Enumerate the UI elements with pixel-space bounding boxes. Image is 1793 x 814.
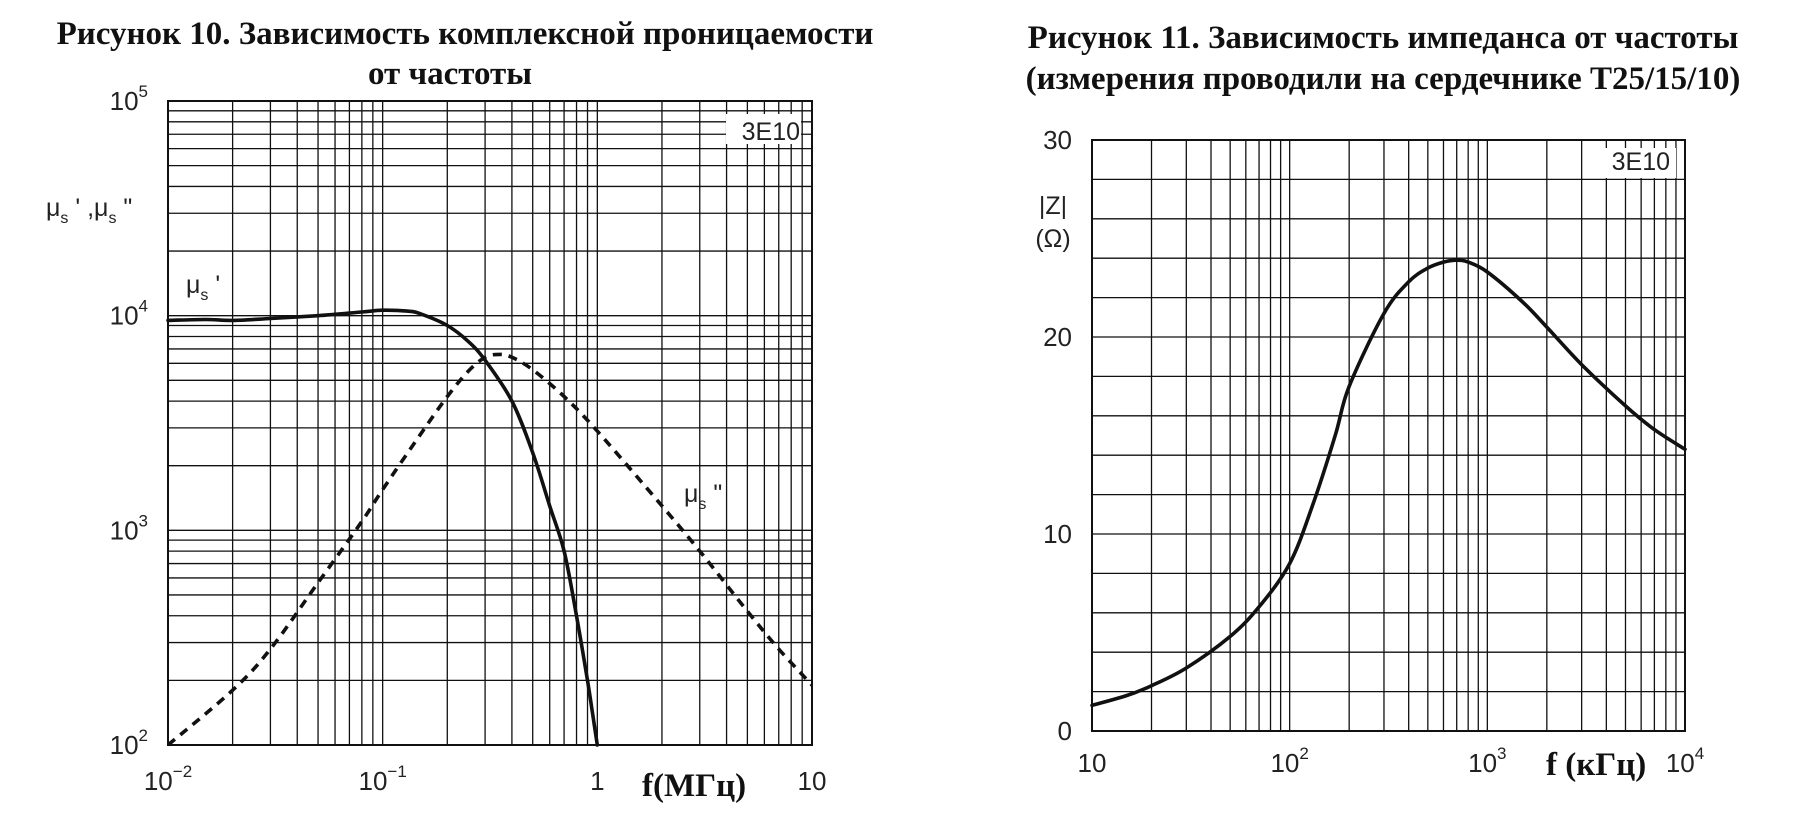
chart2-y-axis-label-line1: |Z| [1039,192,1067,220]
chart1-x-tick-label: 1 [590,766,604,796]
chart2-y-axis-label-line2: (Ω) [1035,225,1070,253]
chart2-title-line2: (измерения проводили на сердечнике T25/1… [1026,61,1741,97]
chart1-y-tick-label: 104 [110,297,148,331]
mu-imag-curve [166,352,814,747]
chart1-labels: 3E10 μs ' ,μs " μs ' μs " f(МГц) [46,114,801,808]
chart2-x-tick-label: 10 [1078,748,1107,778]
chart2-x-tick-label: 103 [1468,744,1506,778]
chart1-tick-labels: 10−2 10−1 1 10 102 103 104 105 [110,82,827,796]
chart1-x-axis-label: f(МГц) [642,768,746,804]
chart2-x-axis-label: f (кГц) [1546,747,1646,783]
chart2-curves [1090,258,1687,708]
chart1-y-tick-label: 103 [110,511,148,545]
impedance-chart: Рисунок 11. Зависимость импеданса от час… [1026,20,1741,788]
chart2-material-box [1604,148,1676,178]
impedance-curve [1090,258,1687,708]
chart2-y-tick-label: 10 [1043,519,1072,549]
chart2-y-tick-label: 30 [1043,125,1072,155]
chart2-y-tick-label: 20 [1043,322,1072,352]
chart1-material-label: 3E10 [742,118,800,146]
chart1-title-line2: от частоты [368,56,532,92]
chart2-grid [1091,139,1686,732]
mu-imag-label: μs " [684,480,722,513]
permeability-chart: Рисунок 10. Зависимость комплексной прон… [46,16,873,808]
mu-real-curve [166,308,600,747]
chart1-curves [166,308,814,747]
chart1-grid [167,100,813,746]
chart2-labels: 3E10 |Z| (Ω) f (кГц) [1035,148,1676,788]
chart2-x-tick-label: 102 [1270,744,1308,778]
chart1-x-tick-label: 10−2 [144,762,192,796]
chart1-title-line1: Рисунок 10. Зависимость комплексной прон… [57,16,874,52]
chart1-x-tick-label: 10 [798,766,827,796]
chart1-material-box [726,114,801,144]
chart1-y-tick-label: 105 [110,82,148,116]
chart1-y-tick-label: 102 [110,726,148,760]
mu-real-label: μs ' [186,271,220,304]
chart1-x-tick-label: 10−1 [359,762,407,796]
chart2-title-line1: Рисунок 11. Зависимость импеданса от час… [1028,20,1739,56]
chart2-xlabel-box [1540,744,1668,788]
chart1-xlabel-box [636,764,760,808]
chart2-frame [1091,139,1686,732]
chart1-y-axis-label: μs ' ,μs " [46,194,132,227]
chart1-frame [167,100,813,746]
chart2-material-label: 3E10 [1612,148,1670,176]
chart2-x-tick-label: 104 [1666,744,1704,778]
chart2-y-tick-label: 0 [1058,716,1072,746]
